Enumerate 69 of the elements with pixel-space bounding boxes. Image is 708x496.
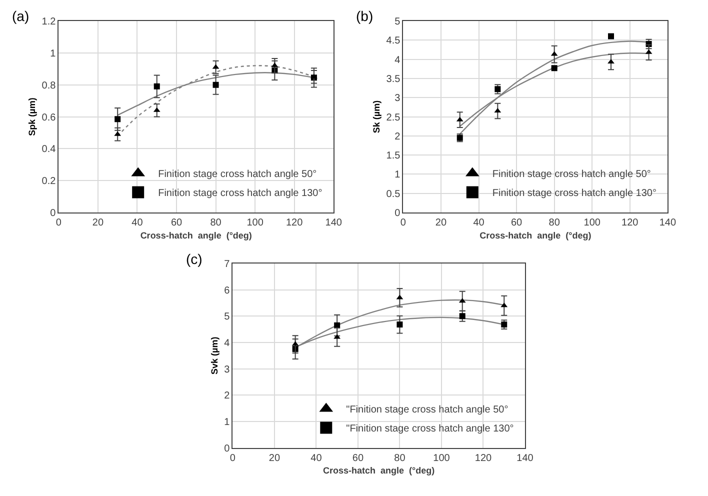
point <box>608 58 614 64</box>
point <box>212 82 219 88</box>
x-axis-title: Cross-hatch angle (°deg) <box>140 230 252 240</box>
legend-label: "Finition stage cross hatch angle 130° <box>346 424 514 435</box>
x-tick-label: 120 <box>474 452 492 464</box>
y-tick-label: 0 <box>394 208 401 220</box>
y-tick-label: 3 <box>224 364 230 376</box>
y-tick-label: 4 <box>394 54 401 66</box>
legend-label: Finition stage cross hatch angle 130° <box>492 188 656 200</box>
x-tick-label: 140 <box>516 452 534 464</box>
y-tick-label: 3 <box>394 93 401 104</box>
y-tick-label: 0.2 <box>42 176 56 188</box>
x-tick-label: 60 <box>510 218 523 229</box>
x-tick-label: 100 <box>433 452 450 464</box>
chart-title: (b) <box>356 8 374 24</box>
x-tick-label: 20 <box>435 218 447 229</box>
y-tick-label: 5 <box>224 312 230 323</box>
x-tick-label: 80 <box>394 452 406 464</box>
legend-label: Finition stage cross hatch angle 50° <box>492 169 651 180</box>
y-tick-label: 2 <box>394 131 401 142</box>
point <box>154 83 160 90</box>
y-tick-label: 7 <box>224 258 230 270</box>
point <box>310 74 318 78</box>
legend-label: Finition stage cross hatch angle 130° <box>158 188 322 200</box>
x-tick-label: 120 <box>286 218 304 229</box>
x-tick-label: 140 <box>325 218 342 229</box>
x-tick-label: 40 <box>473 218 485 229</box>
y-tick-label: 5 <box>394 16 401 28</box>
point <box>396 322 403 328</box>
y-axis-title: Svk (µm) <box>209 336 220 374</box>
y-tick-label: 1 <box>50 48 56 60</box>
y-tick-label: 0.6 <box>42 112 56 124</box>
y-axis-title: Sk (µm) <box>372 100 382 134</box>
y-tick-label: 4 <box>224 338 230 349</box>
point <box>459 313 466 320</box>
x-axis-title: Cross-hatch angle (°deg) <box>323 466 435 476</box>
y-tick-label: 0 <box>224 443 230 454</box>
y-tick-label: 2 <box>224 390 230 402</box>
y-tick-label: 1.5 <box>386 150 401 162</box>
y-tick-label: 0.4 <box>42 144 56 156</box>
y-tick-label: 4.5 <box>386 36 401 47</box>
legend-label: Finition stage cross hatch angle 50° <box>158 169 317 180</box>
x-tick-label: 20 <box>268 452 280 464</box>
x-tick-label: 60 <box>170 218 182 229</box>
legend-label: "Finition stage cross hatch angle 50° <box>346 404 508 416</box>
y-tick-label: 1 <box>224 416 230 428</box>
x-tick-label: 100 <box>584 218 601 229</box>
x-tick-label: 100 <box>246 218 264 229</box>
y-tick-label: 2.5 <box>386 112 401 124</box>
chart-title: (c) <box>186 251 202 267</box>
x-tick-label: 120 <box>622 218 639 229</box>
y-tick-label: 0 <box>50 208 56 220</box>
y-tick-label: 0.5 <box>386 188 401 200</box>
x-tick-label: 40 <box>310 452 322 464</box>
x-tick-label: 140 <box>659 218 676 229</box>
y-tick-label: 1.2 <box>42 16 56 28</box>
y-tick-label: 6 <box>224 285 230 296</box>
y-tick-label: 0.8 <box>42 80 56 92</box>
chart-title: (a) <box>12 8 30 24</box>
x-tick-label: 20 <box>92 218 104 229</box>
y-axis-title: Spk (µm) <box>27 98 38 136</box>
y-tick-label: 1 <box>394 170 401 181</box>
point <box>114 116 121 122</box>
x-tick-label: 60 <box>352 452 364 464</box>
x-tick-label: 40 <box>132 218 144 229</box>
x-axis-title: Cross-hatch angle (°deg) <box>480 230 592 240</box>
x-tick-label: 80 <box>548 218 560 229</box>
x-tick-label: 80 <box>210 218 222 229</box>
y-tick-label: 3.5 <box>386 74 401 85</box>
